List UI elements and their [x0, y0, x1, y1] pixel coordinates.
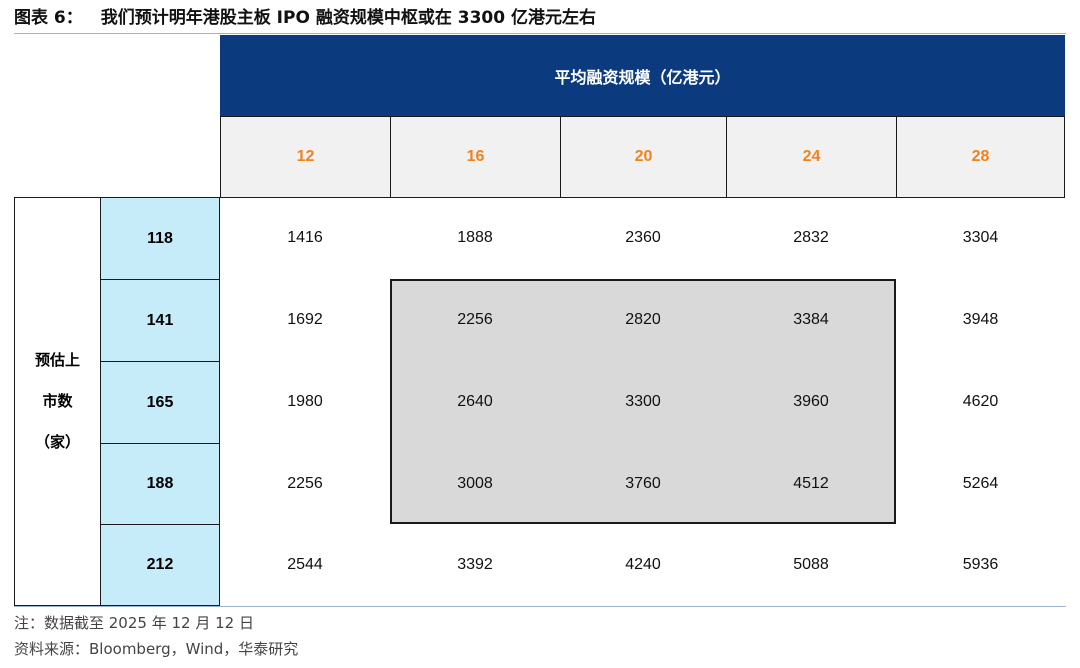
table-cell-value: 1980 [287, 393, 323, 410]
row-group-header: 预估上市数 （家） [14, 197, 100, 606]
column-group-header: 平均融资规模（亿港元） [220, 35, 1065, 116]
table-cell-value: 5936 [962, 556, 999, 573]
column-label: 12 [220, 116, 391, 198]
table-cell-value: 5264 [962, 474, 999, 492]
figure-title: 图表 6： 我们预计明年港股主板 IPO 融资规模中枢或在 3300 亿港元左右 [14, 4, 596, 32]
row-group-header-line: 市数 [42, 392, 73, 410]
table-cell-value: 1692 [287, 311, 323, 328]
row-label: 141 [100, 279, 220, 362]
table-cell-value: 3960 [793, 393, 829, 410]
table-cell-value: 3948 [962, 311, 999, 328]
table-cell-value: 1888 [457, 229, 493, 246]
figure-title-text: 我们预计明年港股主板 IPO 融资规模中枢或在 3300 亿港元左右 [100, 8, 596, 28]
row-label: 212 [100, 524, 220, 606]
table-cell-value: 2256 [287, 474, 323, 492]
table-cell-value: 5088 [793, 556, 829, 573]
table-cell-value: 3008 [457, 474, 493, 492]
table-cell-value: 2832 [793, 229, 829, 246]
column-label: 24 [726, 116, 897, 198]
table-cell-value: 2544 [287, 556, 323, 573]
figure-number: 图表 6： [14, 8, 83, 28]
table-cell-value: 4240 [625, 556, 661, 573]
row-group-header-line: （家） [34, 433, 80, 451]
table-cell-value: 4512 [793, 474, 829, 492]
table-cell-value: 3760 [625, 474, 661, 492]
column-label: 28 [896, 116, 1065, 198]
row-label: 118 [100, 197, 220, 280]
column-label: 20 [560, 116, 727, 198]
table-cell-value: 1416 [287, 229, 323, 246]
column-label: 16 [390, 116, 561, 198]
table-cell-value: 2640 [457, 393, 493, 410]
table-cell-value: 3392 [457, 556, 493, 573]
row-label: 188 [100, 443, 220, 525]
note-text: 注：数据截至 2025 年 12 月 12 日 [14, 614, 254, 632]
table-cell-value: 4620 [962, 393, 999, 410]
row-label: 165 [100, 361, 220, 444]
source-text: 资料来源：Bloomberg，Wind，华泰研究 [14, 640, 299, 658]
table-cell-value: 2256 [457, 311, 493, 328]
title-divider [14, 33, 1066, 34]
table-cell-value: 2360 [625, 229, 661, 246]
table-cell-value: 3300 [625, 393, 661, 410]
footer-divider [14, 606, 1066, 607]
row-group-header-line: 预估上 [34, 351, 80, 369]
table-cell-value: 2820 [625, 311, 661, 328]
table-cell-value: 3304 [962, 229, 999, 246]
table-cell-value: 3384 [793, 311, 829, 328]
highlight-block [390, 279, 896, 524]
